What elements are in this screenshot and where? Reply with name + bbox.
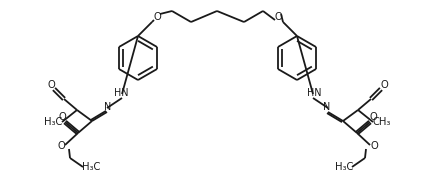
Text: O: O (379, 80, 387, 90)
Text: O: O (47, 80, 55, 90)
Text: O: O (369, 141, 377, 151)
Text: O: O (58, 112, 66, 122)
Text: O: O (273, 12, 281, 22)
Text: HN: HN (306, 88, 321, 98)
Text: H₃C: H₃C (334, 162, 352, 172)
Text: N: N (104, 102, 112, 112)
Text: H₃C: H₃C (44, 117, 62, 127)
Text: O: O (57, 141, 65, 151)
Text: CH₃: CH₃ (372, 117, 390, 127)
Text: O: O (368, 112, 376, 122)
Text: HN: HN (113, 88, 128, 98)
Text: N: N (322, 102, 330, 112)
Text: O: O (153, 12, 161, 22)
Text: H₃C: H₃C (82, 162, 100, 172)
